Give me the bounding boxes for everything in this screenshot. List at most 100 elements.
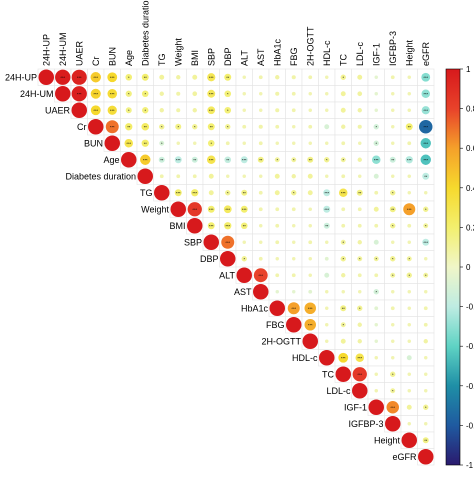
corr-circle-uaer-dbp	[224, 106, 232, 114]
significance-stars: *	[326, 157, 328, 162]
corr-circle-24h-up-weight	[176, 75, 181, 80]
significance-stars: **	[243, 223, 247, 228]
corr-circle-dbp-tc	[340, 256, 346, 262]
corr-circle-weight-dbp	[223, 205, 232, 214]
corr-circle-ast-igfbp-3	[391, 290, 395, 294]
row-label-cr: Cr	[77, 122, 87, 132]
significance-stars: *	[425, 223, 427, 228]
corr-circle-uaer-height	[407, 108, 411, 112]
corr-circle-height-height	[401, 432, 417, 448]
corr-circle-diabetes-duration-hdl-c	[325, 174, 329, 178]
significance-stars: ***	[209, 91, 214, 96]
col-label-ast: AST	[256, 48, 266, 66]
corr-circle-bun-2h-ogtt	[308, 141, 312, 145]
corr-circle-dbp-egfr	[424, 257, 428, 261]
corr-circle-weight-egfr	[423, 206, 429, 212]
corr-circle-igfbp-3-igfbp-3	[385, 416, 401, 432]
corr-circle-weight-alt	[240, 205, 248, 213]
corr-circle-fbg-egfr	[423, 322, 428, 327]
significance-stars: ***	[423, 75, 428, 80]
corr-circle-cr-tc	[341, 124, 346, 129]
significance-stars: ***	[209, 108, 214, 113]
corr-circle-dbp-igf-1	[373, 256, 379, 262]
significance-stars: **	[391, 207, 395, 212]
corr-circle-diabetes-duration-hba1c	[274, 173, 280, 179]
corr-circle-tg-ldl-c	[356, 189, 363, 196]
corr-circle-diabetes-duration-weight	[176, 174, 181, 179]
corr-circle-24h-up-height	[407, 75, 411, 79]
significance-stars: *	[210, 141, 212, 146]
corr-circle-tc-igf-1	[374, 372, 378, 376]
corr-circle-uaer-igfbp-3	[391, 108, 395, 112]
corr-circle-cr-weight	[175, 123, 182, 130]
corr-circle-ast-tc	[341, 290, 345, 294]
col-label-hdl-c: HDL-c	[322, 40, 332, 66]
corr-circle-ast-igf-1	[373, 289, 379, 295]
corr-circle-uaer-hba1c	[275, 108, 280, 113]
col-label-weight: Weight	[173, 38, 183, 66]
significance-stars: **	[144, 141, 148, 146]
corr-circle-uaer-bun	[107, 105, 117, 115]
corr-circle-bun-hba1c	[275, 141, 279, 145]
corr-circle-age-sbp	[207, 155, 216, 164]
corr-circle-hba1c-egfr	[423, 306, 428, 311]
corr-circle-alt-fbg	[291, 273, 296, 278]
corr-circle-sbp-sbp	[203, 234, 219, 250]
significance-stars: ***	[110, 91, 115, 96]
corr-circle-24h-um-dbp	[224, 90, 232, 98]
row-label-bun: BUN	[84, 138, 103, 148]
significance-stars: **	[424, 438, 428, 443]
col-label-24h-up: 24H-UP	[41, 34, 51, 66]
corr-circle-uaer-sbp	[207, 106, 216, 115]
corr-circle-tc-egfr	[424, 372, 428, 376]
legend-tick-label: -1	[466, 461, 474, 470]
corr-circle-sbp-hdl-c	[325, 240, 329, 244]
corr-circle-24h-up-tg	[159, 74, 165, 80]
circle-layer: *** *** *** *** * ** *** ** * ****** *** *** * * *** * *…	[38, 69, 434, 465]
col-label-tg: TG	[157, 54, 167, 67]
corr-circle-ast-hba1c	[275, 290, 279, 294]
row-label-bmi: BMI	[169, 221, 185, 231]
corr-circle-24h-um-hdl-c	[325, 92, 329, 96]
corr-circle-ast-fbg	[292, 290, 296, 294]
corr-circle-sbp-hba1c	[275, 240, 280, 245]
corr-circle-bun-diabetes-duration	[141, 139, 149, 147]
significance-stars: ***	[143, 157, 148, 162]
corr-circle-weight-igfbp-3	[389, 206, 396, 213]
corr-circle-dbp-height	[406, 256, 412, 262]
significance-stars: *	[144, 91, 146, 96]
corr-circle-cr-igfbp-3	[391, 125, 395, 129]
corr-circle-hdl-c-tc	[338, 352, 349, 363]
col-label-height: Height	[404, 39, 414, 66]
significance-stars: **	[160, 157, 164, 162]
corr-circle-cr-fbg	[292, 125, 296, 129]
corr-circle-bun-bmi	[193, 141, 197, 145]
corr-circle-weight-bmi	[187, 202, 202, 217]
corr-circle-24h-up-ldl-c	[357, 74, 363, 80]
corr-circle-sbp-tc	[340, 239, 346, 245]
corr-circle-ast-hdl-c	[325, 290, 329, 294]
corr-circle-igfbp-3-egfr	[424, 422, 428, 426]
corr-circle-tg-dbp	[225, 190, 231, 196]
corr-circle-bun-igf-1	[373, 140, 379, 146]
significance-stars: *	[425, 405, 427, 410]
significance-stars: ***	[225, 240, 230, 245]
legend-colorbar	[445, 68, 461, 466]
corr-circle-24h-um-2h-ogtt	[308, 92, 312, 96]
corr-circle-2h-ogtt-tc	[340, 338, 346, 344]
col-label-dbp: DBP	[223, 47, 233, 66]
significance-stars: *	[392, 256, 394, 261]
row-label-24h-um: 24H-UM	[20, 89, 54, 99]
corr-circle-ast-egfr	[424, 290, 428, 294]
significance-stars: ***	[390, 405, 395, 410]
significance-stars: *	[408, 273, 410, 278]
corr-circle-weight-2h-ogtt	[308, 207, 312, 211]
row-label-tc: TC	[322, 369, 334, 379]
col-label-egfr: eGFR	[421, 41, 431, 66]
corr-circle-cr-ast	[258, 124, 263, 129]
significance-stars: *	[293, 190, 295, 195]
corr-circle-24h-up-sbp	[207, 73, 216, 82]
corr-circle-dbp-hba1c	[275, 257, 279, 261]
corr-circle-uaer-ldl-c	[357, 108, 362, 113]
